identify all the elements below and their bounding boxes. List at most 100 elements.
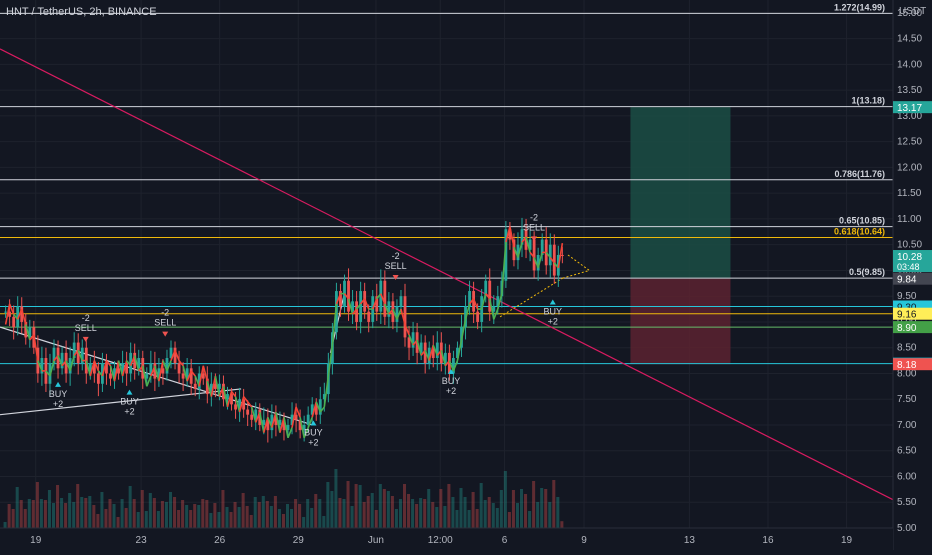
trend-indicator-segment [416, 339, 422, 356]
candle-body [443, 352, 447, 364]
trend-indicator-segment [117, 360, 124, 377]
volume-bar [88, 496, 92, 528]
volume-bar [402, 484, 407, 528]
candle-body [431, 347, 435, 359]
x-tick-label: Jun [368, 535, 384, 546]
candle-body [60, 352, 64, 369]
volume-bar [407, 494, 411, 528]
sell-signal-label: SELL [523, 222, 545, 232]
volume-bar [152, 498, 156, 528]
candle-body [447, 352, 451, 374]
x-tick-label: 19 [841, 535, 853, 546]
volume-bar [265, 501, 269, 528]
sell-arrow-icon [82, 336, 89, 342]
volume-bar [173, 497, 177, 528]
candle-body [137, 358, 141, 369]
symbol-title: HNT / TetherUS, 2h, BINANCE [6, 6, 157, 18]
candle-body [274, 414, 278, 425]
volume-bar [43, 500, 47, 528]
volume-bar [334, 469, 338, 528]
volume-bar [447, 484, 451, 528]
candle-body [411, 332, 415, 348]
candle-body [359, 291, 363, 322]
price-tag-bg [893, 101, 932, 114]
trend-line-descending-resistance [0, 48, 894, 501]
candle-body [238, 399, 242, 410]
candle-body [407, 337, 411, 348]
trend-line-wedge-lower [0, 388, 242, 416]
volume-bar [528, 511, 532, 528]
candle-body [218, 383, 221, 389]
volume-bar [398, 499, 402, 528]
candle-body [262, 419, 266, 425]
volume-bar [144, 511, 148, 528]
volume-bar [7, 504, 11, 528]
trend-indicator-segment [444, 360, 451, 367]
volume-bar [132, 499, 136, 528]
candle-body [165, 358, 169, 374]
buy-signal-count: +2 [308, 438, 318, 448]
trend-indicator-segment [230, 390, 237, 398]
dotted-line [499, 277, 563, 318]
volume-bar [483, 500, 487, 528]
y-tick-label: 10.50 [897, 240, 922, 251]
trend-indicator-segment [287, 427, 293, 439]
fib-level-label: 0.618(10.64) [834, 226, 885, 236]
volume-bar [310, 508, 314, 528]
volume-bar [229, 512, 233, 528]
candle-body [456, 347, 459, 359]
candle-body [492, 306, 496, 312]
trend-indicator-segment [501, 242, 507, 294]
trend-indicator-segment [517, 241, 523, 258]
dotted-line [562, 269, 590, 279]
volume-bar [92, 505, 96, 528]
trend-indicator-segment [319, 406, 325, 413]
trend-indicator-segment [533, 257, 539, 269]
y-tick-label: 13.00 [897, 111, 922, 122]
candle-body [395, 306, 399, 322]
trend-indicator-segment [396, 308, 402, 320]
candle-body [201, 373, 205, 379]
candle-body [387, 301, 391, 317]
buy-signal-label: BUY [49, 389, 68, 399]
y-tick-label: 8.00 [897, 368, 917, 379]
candle-body [113, 368, 116, 379]
trend-indicator-segment [49, 360, 55, 377]
volume-bar [217, 512, 221, 528]
trend-indicator-segment [283, 417, 289, 439]
volume-bar [302, 517, 306, 528]
sell-signal-label: SELL [385, 261, 407, 271]
volume-bar [552, 480, 556, 528]
trend-indicator-segment [279, 417, 285, 433]
candle-body [149, 363, 153, 374]
volume-bar [467, 510, 471, 528]
volume-bar [524, 494, 528, 528]
candle-body [532, 239, 536, 271]
trend-indicator-segment [258, 411, 265, 433]
volume-bar [423, 499, 427, 528]
y-tick-label: 6.50 [897, 446, 917, 457]
x-tick-label: 23 [136, 535, 148, 546]
sell-arrow-icon [162, 331, 169, 337]
candle-body [16, 306, 20, 328]
trend-indicator-segment [254, 411, 261, 423]
price-tag: 8.90 [897, 323, 917, 334]
volume-bar [80, 497, 84, 528]
candle-body [109, 373, 112, 379]
trend-indicator-segment [4, 303, 11, 325]
price-tag-countdown: 03:48 [897, 262, 920, 272]
volume-bar [225, 507, 229, 528]
candle-body [286, 424, 290, 431]
trend-indicator-segment [238, 396, 245, 413]
volume-bar [431, 502, 435, 528]
trend-indicator-segment [400, 308, 406, 325]
volume-bar [76, 484, 80, 528]
trend-indicator-segment [509, 226, 515, 248]
trend-indicator-segment [376, 293, 382, 300]
candle-body [347, 280, 350, 312]
candle-body [96, 373, 100, 384]
volume-bar [201, 499, 205, 528]
price-tag: 9.16 [897, 310, 917, 321]
